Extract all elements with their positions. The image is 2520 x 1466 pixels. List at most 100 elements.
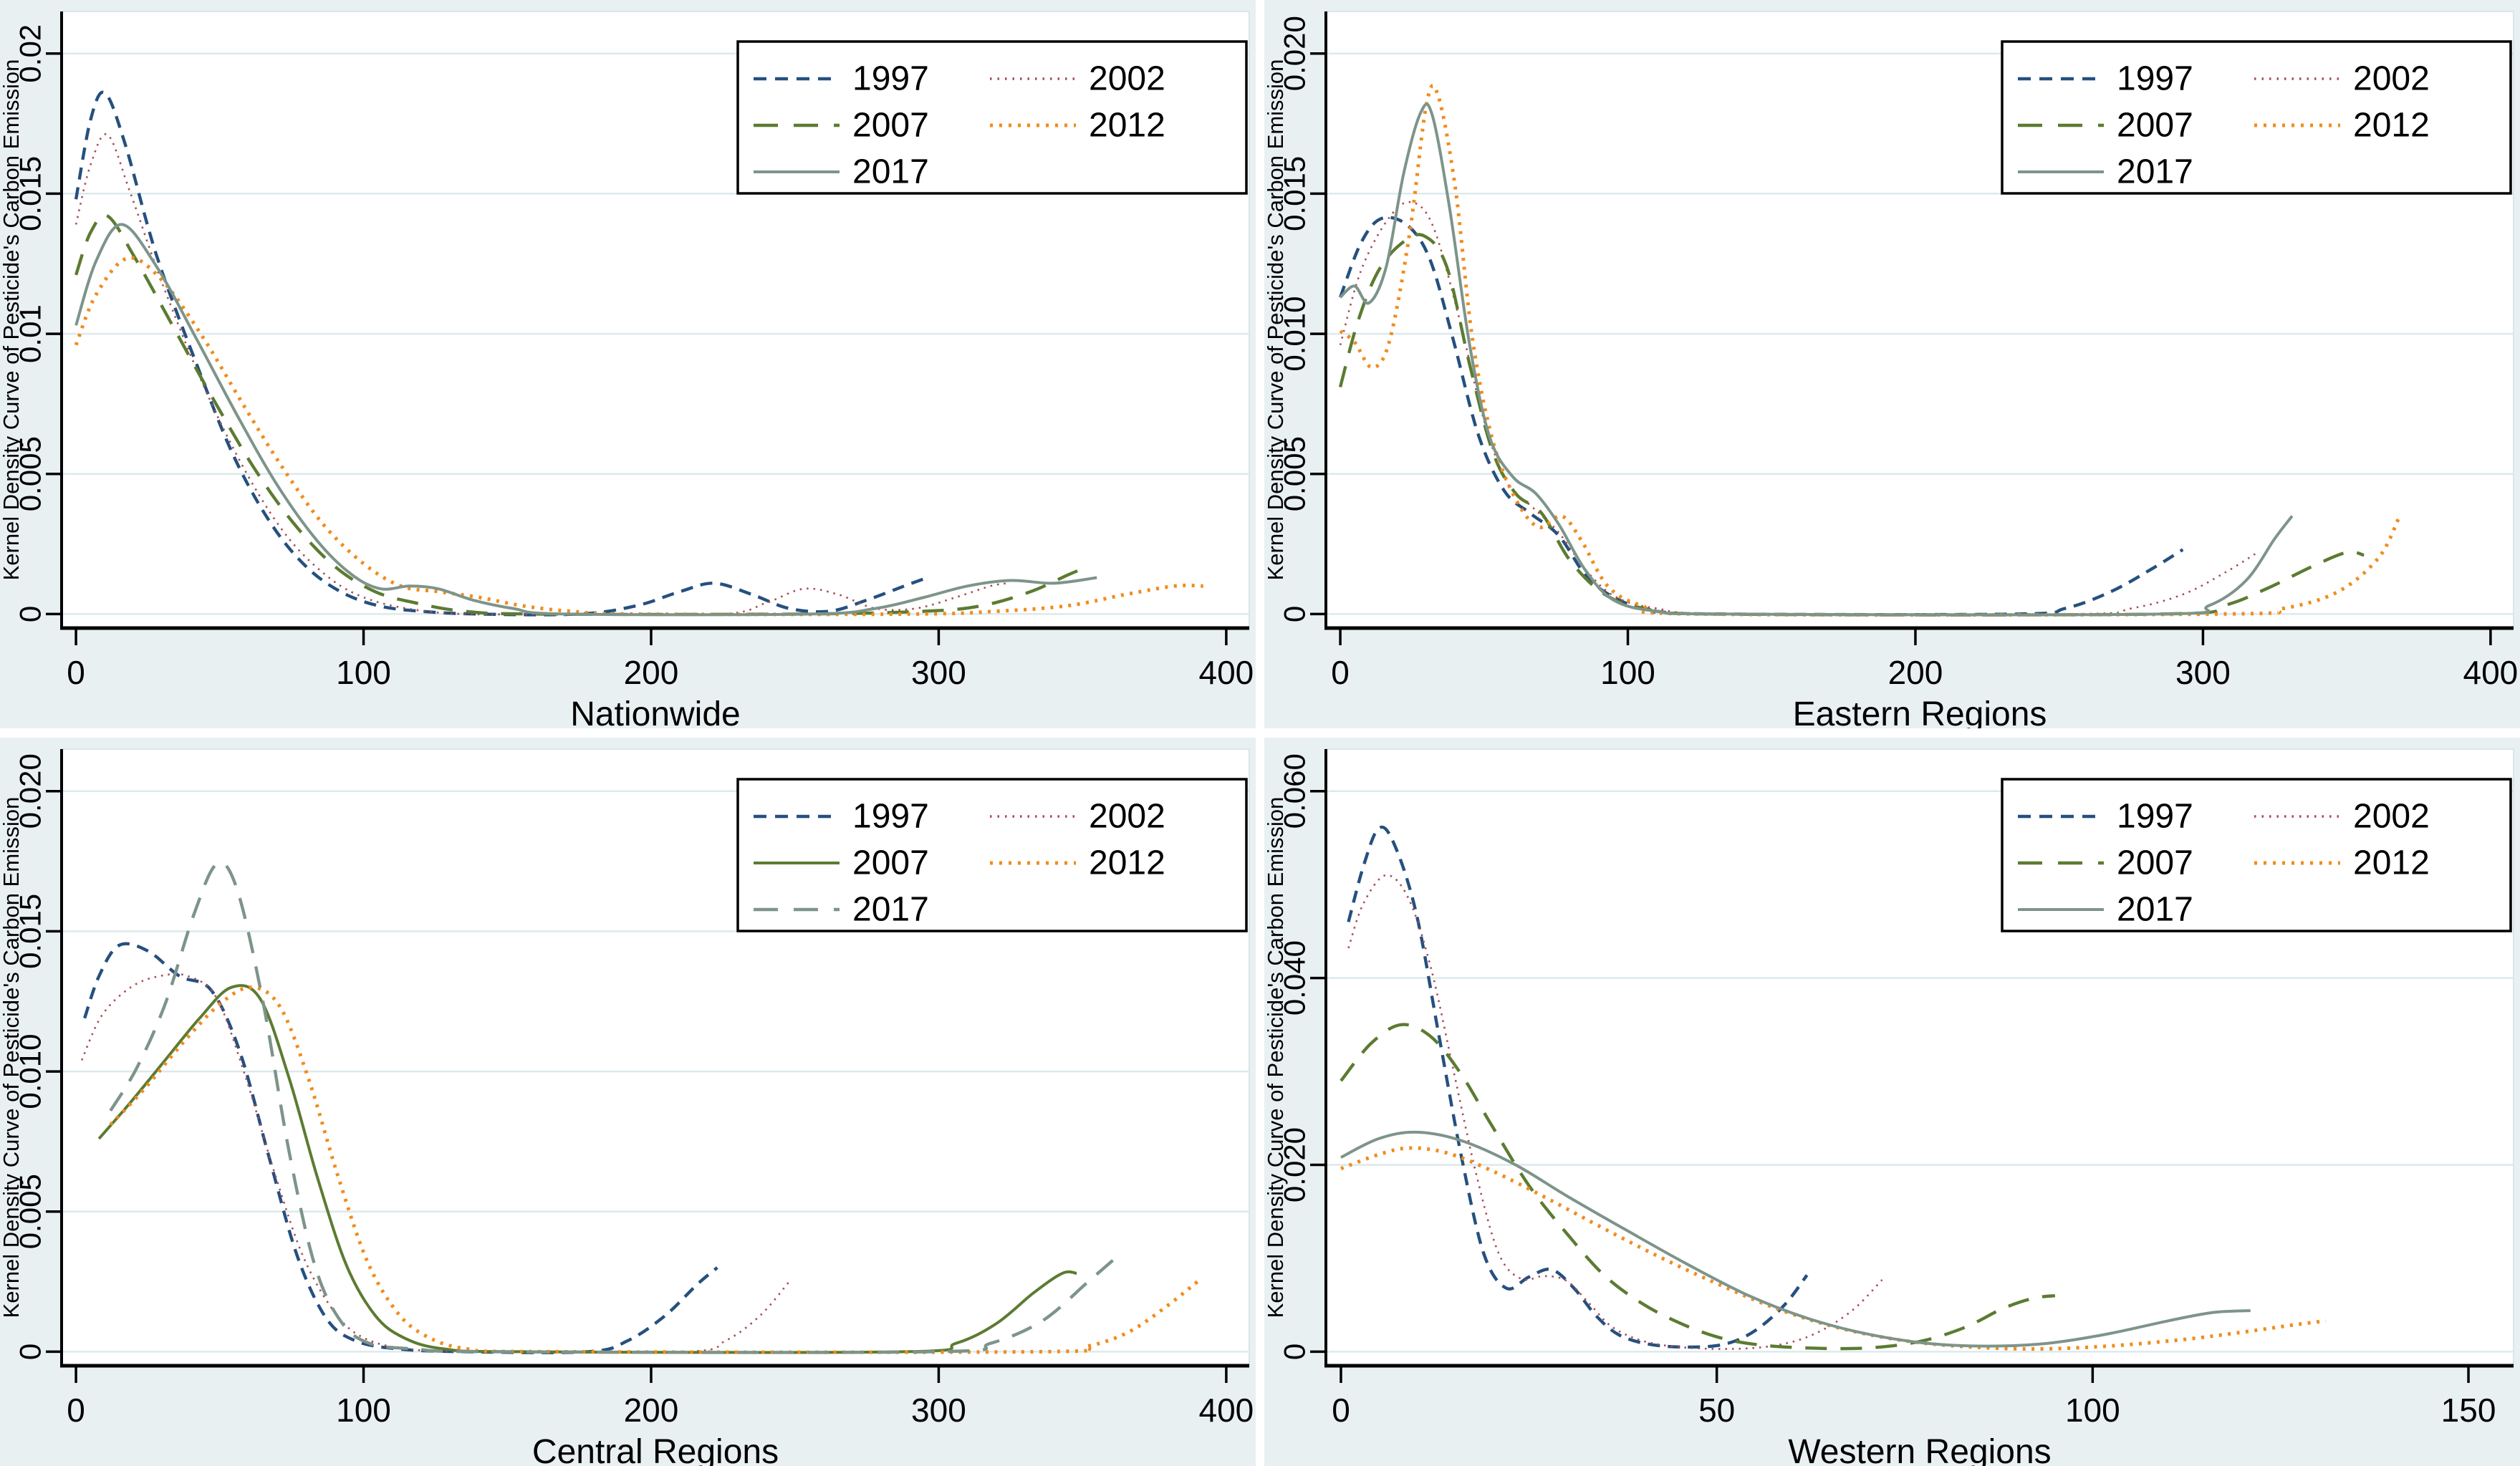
y-tick-label: 0.02 (14, 24, 47, 83)
y-tick-label: 0.015 (14, 156, 47, 231)
y-axis-title: Kernel Density Curve of Pesticide's Carb… (0, 59, 24, 581)
legend-label-2007: 2007 (2117, 844, 2193, 882)
legend-label-2007: 2007 (2117, 107, 2193, 145)
x-axis-ticks: 0 100 200 300 400 (67, 628, 1254, 691)
series-2007 (97, 984, 1077, 1354)
y-tick-label: 0.005 (14, 1174, 47, 1249)
x-axis-ticks: 0 100 200 300 400 (1331, 628, 2518, 691)
legend-label-2002: 2002 (2353, 60, 2430, 98)
legend-label-2012: 2012 (1089, 107, 1165, 145)
legend-label-1997: 1997 (2117, 798, 2193, 836)
legend-box (736, 778, 1248, 932)
y-tick-label: 0.005 (14, 436, 47, 511)
series-1997 (74, 90, 928, 617)
y-tick-label: 0.040 (1278, 940, 1312, 1016)
x-tick-label: 300 (911, 1392, 966, 1429)
legend: 1997 2002 2007 2012 2017 (2001, 778, 2512, 932)
x-tick-label: 200 (1888, 654, 1943, 691)
chart-nationwide: 0 0.005 0.01 0.015 0.02 0 100 200 300 400 Nationwi… (0, 0, 1256, 728)
y-tick-label: 0.015 (14, 894, 47, 969)
x-axis-title: Western Regions (1788, 1433, 2051, 1466)
y-axis-title: Kernel Density Curve of Pesticide's Carb… (1264, 59, 1288, 581)
panel-nationwide: 0 0.005 0.01 0.015 0.02 0 100 200 300 400 Nationwi… (0, 0, 1256, 728)
y-axis-title: Kernel Density Curve of Pesticide's Carb… (0, 797, 24, 1318)
y-tick-label: 0.010 (14, 1034, 47, 1109)
x-tick-label: 50 (1698, 1392, 1735, 1429)
series-2017 (109, 861, 1115, 1354)
x-tick-label: 100 (336, 1392, 391, 1429)
legend-box (736, 40, 1248, 195)
chart-western-regions: 0 0.020 0.040 0.060 0 50 100 150 Western Regions… (1264, 738, 2520, 1466)
panel-central-regions: 0 0.005 0.010 0.015 0.020 0 100 200 300 400 Centra… (0, 738, 1256, 1466)
legend: 1997 2002 2007 2012 2017 (736, 40, 1248, 195)
y-tick-label: 0.010 (1278, 296, 1312, 372)
x-tick-label: 0 (1331, 654, 1350, 691)
x-tick-label: 100 (336, 654, 391, 691)
x-axis-ticks: 0 50 100 150 (1332, 1366, 2496, 1429)
x-tick-label: 200 (624, 1392, 679, 1429)
legend-label-2017: 2017 (2117, 153, 2193, 191)
legend-label-2017: 2017 (852, 153, 929, 191)
legend-label-2012: 2012 (2353, 844, 2430, 882)
y-tick-label: 0.020 (14, 753, 47, 829)
series-2007 (1340, 1023, 2056, 1351)
x-axis-title: Eastern Regions (1793, 695, 2047, 728)
legend-label-1997: 1997 (2117, 60, 2193, 98)
x-tick-label: 400 (2463, 654, 2519, 691)
x-tick-label: 400 (1199, 1392, 1254, 1429)
series-2002 (74, 133, 1008, 616)
legend-label-2002: 2002 (2353, 798, 2430, 836)
y-axis-title: Kernel Density Curve of Pesticide's Carb… (1264, 797, 1288, 1318)
legend-label-2017: 2017 (852, 891, 929, 929)
y-tick-label: 0.020 (1278, 16, 1312, 91)
series-2002 (80, 973, 790, 1354)
legend: 1997 2002 2007 2012 2017 (2001, 40, 2512, 195)
x-tick-label: 0 (1332, 1392, 1350, 1429)
y-axis-ticks: 0 0.005 0.01 0.015 0.02 (14, 24, 62, 622)
y-tick-label: 0.060 (1278, 753, 1312, 829)
series-1997 (83, 942, 718, 1354)
legend-label-2007: 2007 (852, 844, 929, 882)
x-tick-label: 400 (1199, 654, 1254, 691)
series-2017 (1340, 1130, 2251, 1348)
legend-box (2001, 40, 2512, 195)
x-tick-label: 200 (624, 654, 679, 691)
x-tick-label: 0 (67, 654, 85, 691)
x-tick-label: 0 (67, 1392, 85, 1429)
legend-label-2012: 2012 (1089, 844, 1165, 882)
legend: 1997 2002 2007 2012 2017 (736, 778, 1248, 932)
chart-central-regions: 0 0.005 0.010 0.015 0.020 0 100 200 300 400 Centra… (0, 738, 1256, 1466)
y-tick-label: 0.020 (1278, 1127, 1312, 1202)
y-axis-ticks: 0 0.005 0.010 0.015 0.020 (1278, 16, 1326, 622)
legend-box (2001, 778, 2512, 932)
series-2017 (1339, 102, 2294, 617)
y-tick-label: 0.005 (1278, 436, 1312, 511)
series-2012 (109, 985, 1199, 1354)
series-2012 (1339, 84, 2400, 617)
x-tick-label: 150 (2441, 1392, 2496, 1429)
x-tick-label: 300 (2175, 654, 2231, 691)
legend-label-1997: 1997 (852, 798, 929, 836)
y-tick-label: 0 (1278, 1344, 1312, 1360)
y-tick-label: 0 (14, 606, 47, 622)
x-axis-title: Central Regions (532, 1433, 779, 1466)
legend-label-2017: 2017 (2117, 891, 2193, 929)
x-tick-label: 300 (911, 654, 966, 691)
y-axis-ticks: 0 0.020 0.040 0.060 (1278, 753, 1326, 1360)
y-tick-label: 0.015 (1278, 156, 1312, 231)
series-2007 (74, 213, 1090, 617)
legend-label-1997: 1997 (852, 60, 929, 98)
chart-eastern-regions: 0 0.005 0.010 0.015 0.020 0 100 200 300 400 Easter… (1264, 0, 2520, 728)
y-tick-label: 0.01 (14, 304, 47, 363)
x-axis-ticks: 0 100 200 300 400 (67, 1366, 1254, 1429)
x-axis-title: Nationwide (570, 695, 740, 728)
x-tick-label: 100 (1600, 654, 1655, 691)
panel-eastern-regions: 0 0.005 0.010 0.015 0.020 0 100 200 300 400 Easter… (1264, 0, 2520, 728)
legend-label-2007: 2007 (852, 107, 929, 145)
series-2017 (74, 223, 1097, 617)
series-2007 (1338, 233, 2365, 617)
legend-label-2002: 2002 (1089, 60, 1165, 98)
panel-western-regions: 0 0.020 0.040 0.060 0 50 100 150 Western Regions… (1264, 738, 2520, 1466)
y-tick-label: 0 (14, 1344, 47, 1360)
y-axis-ticks: 0 0.005 0.010 0.015 0.020 (14, 753, 62, 1360)
